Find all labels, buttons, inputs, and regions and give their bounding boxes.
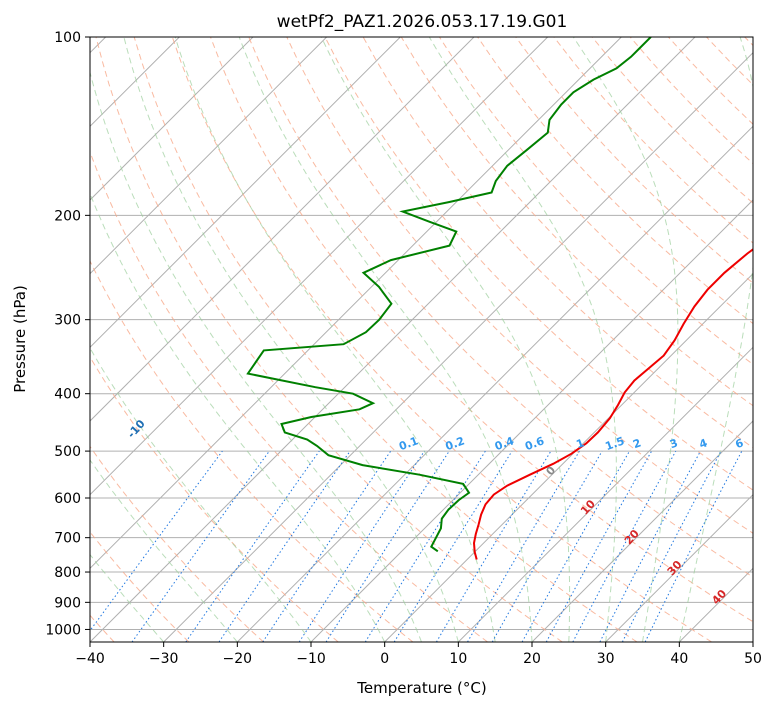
- moist-adiabat: [320, 37, 571, 642]
- mixing-ratio-line: [262, 450, 392, 642]
- dry-adiabat: [248, 37, 753, 578]
- moist-adiabat: [238, 37, 533, 642]
- y-tick-label: 600: [54, 491, 81, 507]
- isotherm-gridline: [531, 420, 753, 642]
- mixing-ratio-label: 3: [668, 436, 680, 451]
- mixing-ratio-label: 0.2: [444, 434, 467, 453]
- isotherm-gridline: [90, 37, 401, 349]
- dry-adiabat: [286, 37, 753, 534]
- y-tick-label: 200: [54, 208, 81, 224]
- isotherm-gridline: [752, 641, 753, 642]
- mixing-ratio-line: [521, 450, 630, 642]
- isotherm-gridline: [384, 272, 753, 642]
- isotherm-gridline: [90, 37, 622, 570]
- mixing-ratio-line: [90, 450, 223, 632]
- isotherm-gridline: [605, 493, 753, 642]
- isotherm-gridline: [90, 37, 475, 422]
- mixing-ratio-label: 1: [574, 436, 586, 451]
- isotherm-gridline: [90, 37, 254, 201]
- mixing-ratio-label: 0.6: [523, 434, 546, 453]
- y-tick-label: 900: [54, 595, 81, 611]
- y-tick-label: 400: [54, 387, 81, 403]
- x-tick-label: 10: [449, 651, 467, 667]
- isotherm-gridline: [90, 37, 328, 275]
- x-tick-label: −10: [296, 651, 326, 667]
- isotherm-gridline: [90, 37, 696, 642]
- mixing-ratio-label: 0.4: [493, 434, 516, 453]
- y-tick-label: 300: [54, 313, 81, 329]
- y-tick-label: 1000: [45, 622, 81, 638]
- chart-title: wetPf2_PAZ1.2026.053.17.19.G01: [277, 12, 568, 32]
- moist-adiabat: [90, 459, 238, 642]
- x-tick-label: −30: [149, 651, 179, 667]
- isotherm-gridline: [236, 125, 753, 642]
- y-axis-title: Pressure (hPa): [11, 285, 29, 393]
- moist-adiabat: [90, 192, 386, 642]
- x-tick-label: −20: [223, 651, 253, 667]
- mixing-ratio-line: [545, 450, 653, 642]
- plot-frame: [89, 36, 754, 643]
- dry-adiabat: [210, 37, 753, 623]
- x-tick-label: 0: [380, 651, 389, 667]
- mixing-ratio-line: [393, 450, 513, 642]
- y-tick-label: 100: [54, 30, 81, 46]
- isotherm-gridline: [457, 346, 753, 642]
- moist-adiabat: [123, 37, 459, 642]
- moist-adiabat: [678, 37, 753, 642]
- x-tick-label: 30: [597, 651, 615, 667]
- axis-ticks: −40 −30 −20 −10 0 10 20 30 40 5010020030040050060…: [45, 30, 762, 667]
- dry-adiabat: [171, 37, 712, 642]
- x-tick-label: 40: [670, 651, 688, 667]
- x-tick-label: 20: [523, 651, 541, 667]
- y-tick-label: 800: [54, 565, 81, 581]
- mixing-ratio-line: [325, 450, 450, 642]
- mixing-ratio-line: [572, 450, 677, 642]
- dewpoint-trace: [246, 37, 652, 553]
- mixing-ratio-label: 1.5: [603, 434, 626, 453]
- moist-adiabat: [174, 37, 496, 642]
- dry-adiabat: [90, 259, 414, 642]
- moist-adiabat: [572, 37, 679, 642]
- x-tick-label: −40: [75, 651, 105, 667]
- dry-adiabat: [90, 445, 264, 642]
- plot-area: -100-90-80-70-60-50-40-30-20-100.10.20.4…: [90, 37, 771, 642]
- isotherm-gridline: [163, 51, 753, 642]
- dry-adiabat: [90, 356, 339, 642]
- plot-background: [90, 37, 753, 642]
- mixing-ratio-line: [131, 450, 270, 642]
- mixing-ratio-label: 8: [759, 436, 771, 451]
- dry-adiabat: [324, 37, 753, 491]
- mixing-ratio-line: [185, 450, 320, 642]
- mixing-ratio-label: 4: [697, 436, 709, 451]
- x-axis-title: Temperature (°C): [356, 679, 486, 697]
- moist-adiabat: [90, 347, 312, 642]
- moist-adiabat: [90, 70, 422, 642]
- mixing-ratio-label: 0.1: [397, 434, 420, 453]
- mixing-ratio-line: [298, 450, 425, 642]
- dry-adiabat: [515, 37, 753, 284]
- mixing-ratio-line: [644, 450, 743, 642]
- mixing-ratio-label: 6: [734, 436, 746, 451]
- dry-adiabat: [133, 37, 638, 642]
- y-tick-label: 500: [54, 444, 81, 460]
- moist-adiabat: [428, 37, 617, 642]
- moist-adiabat: [90, 553, 165, 642]
- y-tick-label: 700: [54, 531, 81, 547]
- dry-adiabat: [95, 37, 563, 642]
- mixing-ratio-label: 2: [631, 436, 643, 451]
- isotherm-gridline: [90, 37, 549, 496]
- mixing-ratio-line: [218, 450, 351, 642]
- temperature-trace: [472, 248, 753, 560]
- x-tick-label: 50: [744, 651, 762, 667]
